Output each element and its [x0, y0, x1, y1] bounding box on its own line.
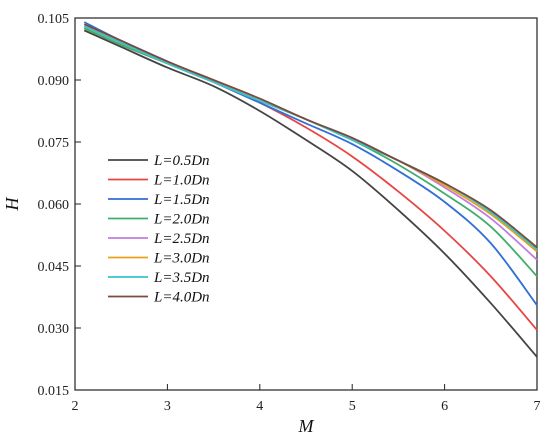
x-tick-label: 2 [72, 399, 79, 414]
series-line-1 [83, 29, 538, 358]
axes: 2 3 4 5 6 7 0.015 0.030 0.045 0.060 0.075 0.090 0.10… [38, 12, 541, 414]
series-line-7 [83, 25, 538, 251]
x-tick-label: 3 [164, 399, 171, 414]
legend-entry-label: L=3.5Dn [153, 270, 210, 286]
series-line-4 [83, 27, 538, 277]
series-lines [83, 21, 538, 358]
y-tick-label: 0.105 [38, 12, 70, 27]
legend-entry-label: L=1.5Dn [153, 192, 210, 208]
legend-entry-label: L=2.5Dn [153, 231, 210, 247]
y-axis-title: H [2, 197, 22, 212]
legend-entry-label: L=3.0Dn [153, 251, 210, 267]
legend-entry-label: L=4.0Dn [153, 290, 210, 306]
series-line-3 [83, 21, 538, 306]
legend-entry-label: L=1.0Dn [153, 173, 210, 189]
plot-frame [74, 17, 538, 391]
x-axis-title: M [298, 416, 315, 436]
y-tick-label: 0.060 [38, 198, 70, 213]
series-line-8 [83, 23, 538, 249]
x-tick-label: 4 [256, 399, 263, 414]
series-line-2 [83, 27, 538, 331]
legend-entry-label: L=2.0Dn [153, 212, 210, 228]
legend-entry-label: L=0.5Dn [153, 153, 210, 169]
x-tick-label: 7 [534, 399, 541, 414]
y-tick-label: 0.030 [38, 322, 70, 337]
y-tick-label: 0.015 [38, 384, 70, 399]
legend: L=0.5Dn L=1.0Dn L=1.5Dn L=2.0Dn L=2.5Dn L=3.0… [108, 153, 210, 306]
y-tick-label: 0.090 [38, 74, 70, 89]
x-tick-label: 5 [349, 399, 356, 414]
y-tick-label: 0.045 [38, 260, 70, 275]
y-tick-label: 0.075 [38, 136, 70, 151]
x-tick-label: 6 [441, 399, 448, 414]
